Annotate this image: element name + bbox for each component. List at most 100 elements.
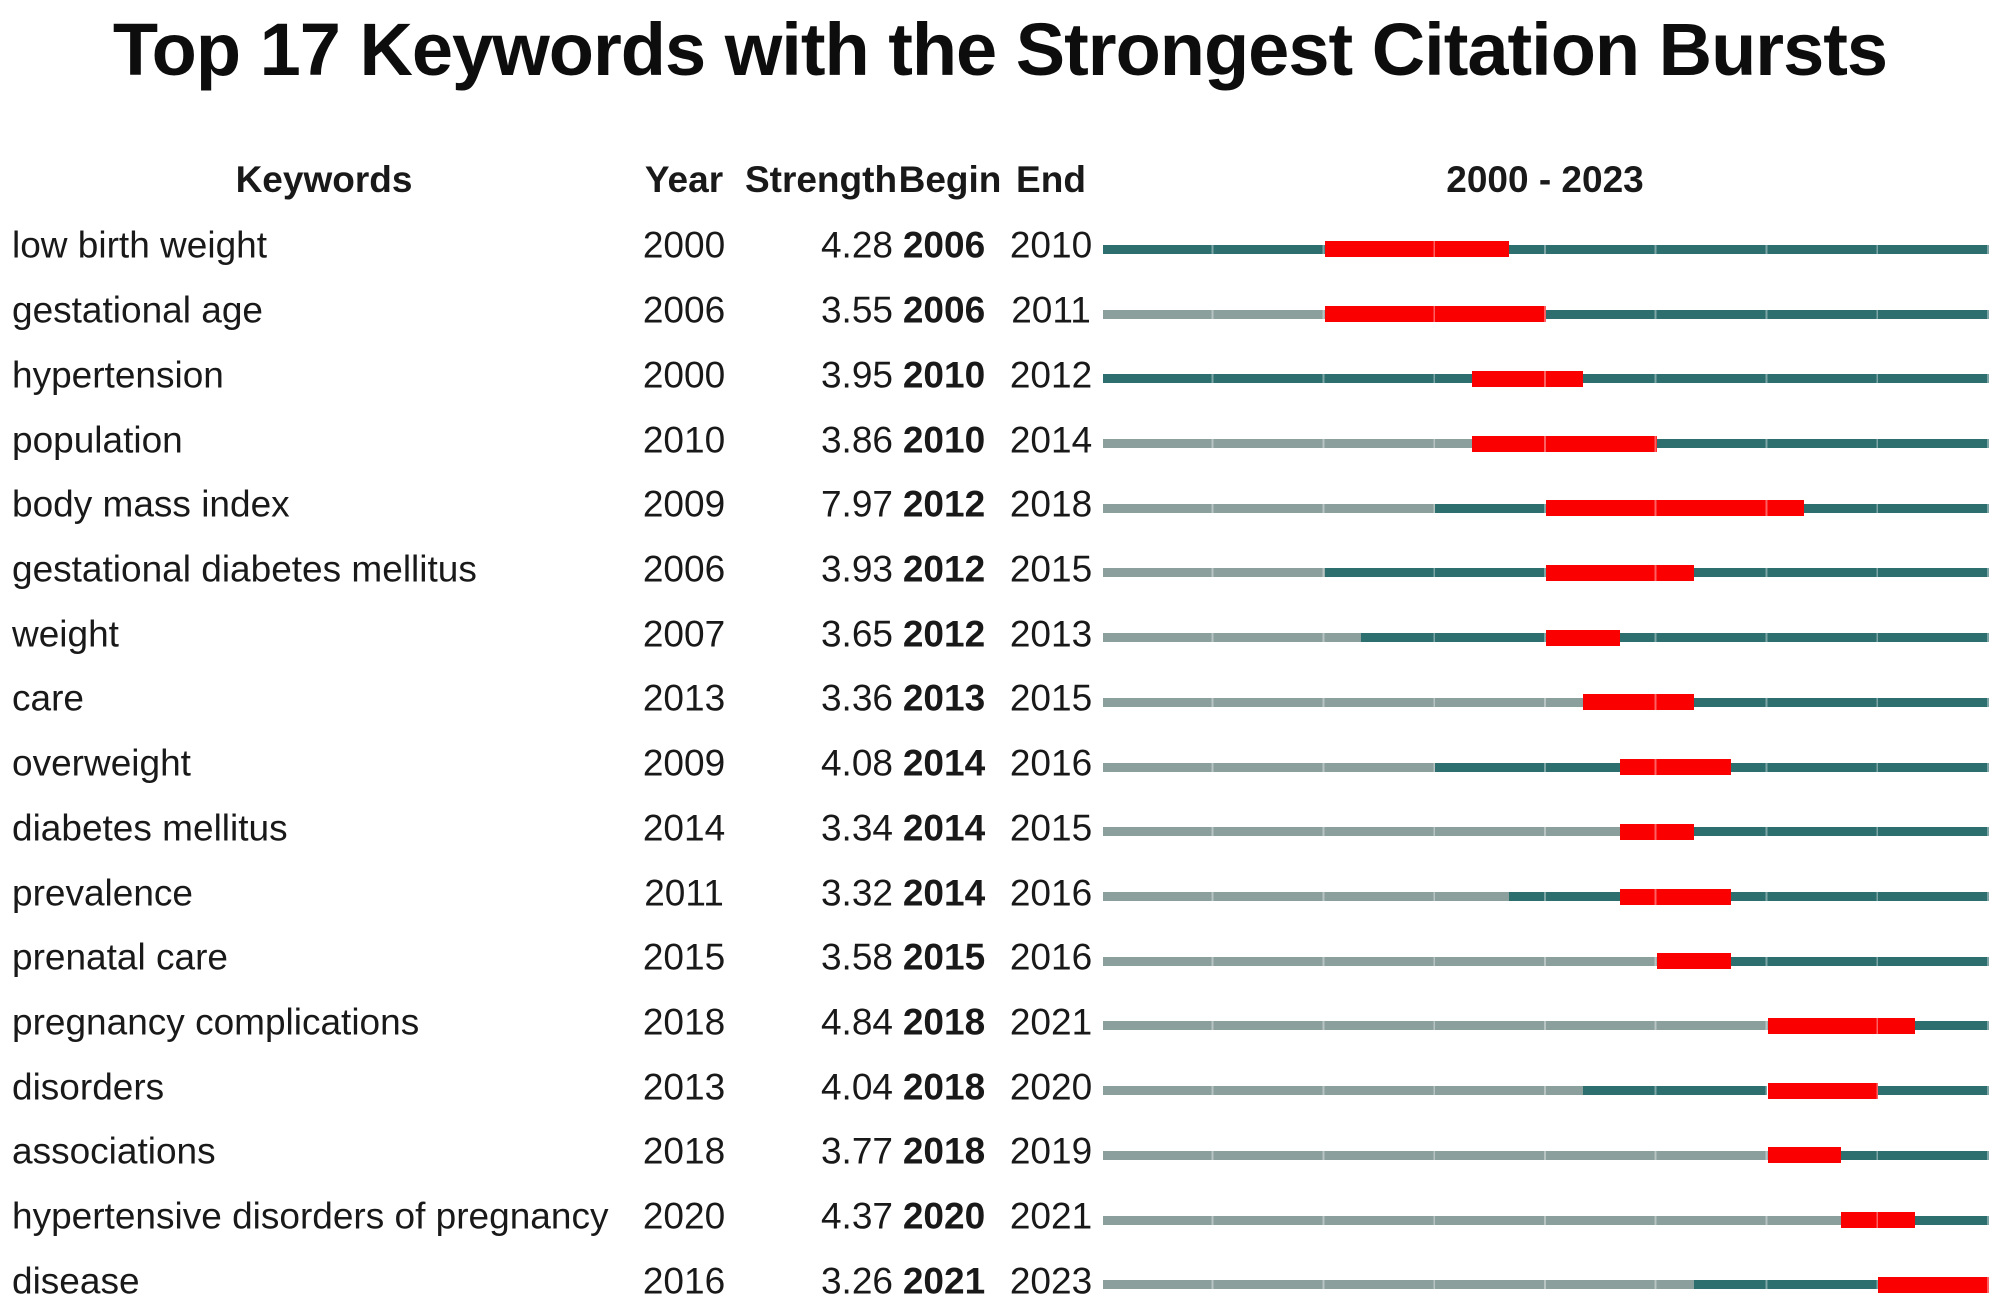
segment-active [1693,568,1989,578]
segment-active [1103,244,1325,254]
table-row: associations 2018 3.77 2018 2019 [0,1120,2000,1185]
end-value: 2016 [1009,742,1093,784]
table-row: hypertension 2000 3.95 2010 2012 [0,343,2000,408]
strength-value: 3.26 [820,1260,893,1302]
burst-timeline-bar [1103,759,1989,776]
begin-value: 2021 [902,1260,986,1302]
column-header-year-range: 2000 - 2023 [1446,159,1644,200]
begin-value: 2015 [902,936,986,978]
burst-timeline-bar [1103,823,1989,840]
burst-timeline-bar [1103,370,1989,387]
segment-active [1546,309,1989,319]
segment-burst [1767,1082,1879,1099]
segment-before-appearance [1103,1086,1583,1096]
segment-before-appearance [1103,309,1325,319]
segment-burst [1472,370,1583,387]
end-value: 2021 [1009,1195,1093,1237]
table-row: diabetes mellitus 2014 3.34 2014 2015 [0,796,2000,861]
segment-burst [1472,435,1657,452]
strength-value: 3.65 [820,613,893,655]
segment-active [1582,374,1989,384]
burst-timeline-bar [1103,241,1989,258]
strength-value: 4.84 [820,1001,893,1043]
column-header-keywords: Keywords [235,159,413,200]
year-value: 2006 [642,548,726,590]
segment-before-appearance [1103,1215,1842,1225]
table-row: body mass index 2009 7.97 2012 2018 [0,473,2000,538]
burst-timeline-bar [1103,435,1989,452]
strength-value: 3.32 [820,872,893,914]
begin-value: 2018 [902,1066,986,1108]
segment-before-appearance [1103,439,1473,449]
strength-value: 4.28 [820,225,893,267]
year-value: 2016 [642,1260,726,1302]
burst-timeline-bar [1103,1082,1989,1099]
table-row: weight 2007 3.65 2012 2013 [0,602,2000,667]
segment-before-appearance [1103,503,1436,513]
end-value: 2013 [1009,613,1093,655]
segment-burst [1878,1276,1989,1293]
segment-active [1656,439,1989,449]
segment-burst [1324,241,1510,258]
end-value: 2010 [1009,225,1093,267]
column-header-strength: Strength [744,159,898,200]
segment-active [1361,633,1546,643]
column-header-begin: Begin [898,159,1002,200]
table-row: hypertensive disorders of pregnancy 2020 4… [0,1185,2000,1250]
table-row: care 2013 3.36 2013 2015 [0,667,2000,732]
segment-active [1103,374,1473,384]
segment-active [1915,1021,1989,1031]
table-row: prenatal care 2015 3.58 2015 2016 [0,926,2000,991]
segment-burst [1841,1212,1916,1229]
keyword-label: weight [12,613,119,655]
chart-title: Top 17 Keywords with the Strongest Citat… [112,8,1888,91]
table-row: low birth weight 2000 4.28 2006 2010 [0,214,2000,279]
segment-burst [1767,1147,1842,1164]
keyword-label: associations [12,1131,216,1173]
segment-before-appearance [1103,827,1620,837]
keyword-label: population [12,419,183,461]
segment-active [1324,568,1546,578]
segment-burst [1546,500,1805,517]
year-value: 2010 [642,419,726,461]
keyword-label: disorders [12,1066,165,1108]
keyword-label: diabetes mellitus [12,807,288,849]
segment-active [1804,503,1989,513]
burst-timeline-bar [1103,500,1989,517]
year-value: 2011 [644,872,724,914]
begin-value: 2018 [902,1131,986,1173]
keyword-label: body mass index [12,483,290,525]
column-header-year: Year [644,159,724,200]
strength-value: 3.58 [820,936,893,978]
segment-active [1693,827,1989,837]
keyword-label: low birth weight [12,225,268,267]
begin-value: 2012 [902,548,986,590]
strength-value: 3.55 [820,289,893,331]
keyword-rows-container: low birth weight 2000 4.28 2006 2010 gestatio… [0,214,2000,1302]
begin-value: 2006 [902,289,986,331]
burst-timeline-bar [1103,888,1989,905]
burst-timeline-bar [1103,629,1989,646]
year-value: 2018 [642,1001,726,1043]
segment-before-appearance [1103,1021,1768,1031]
strength-value: 7.97 [820,483,893,525]
burst-timeline-bar [1103,694,1989,711]
table-row: population 2010 3.86 2010 2014 [0,408,2000,473]
segment-before-appearance [1103,762,1436,772]
year-value: 2020 [642,1195,726,1237]
year-value: 2006 [642,289,726,331]
keyword-label: prevalence [12,872,194,914]
strength-value: 3.77 [820,1131,893,1173]
burst-timeline-bar [1103,1212,1989,1229]
year-value: 2000 [642,354,726,396]
begin-value: 2010 [902,419,986,461]
year-value: 2013 [642,678,726,720]
keyword-label: care [12,678,84,720]
segment-before-appearance [1103,568,1325,578]
table-row: prevalence 2011 3.32 2014 2016 [0,861,2000,926]
segment-before-appearance [1103,892,1510,902]
segment-active [1841,1150,1989,1160]
segment-active [1509,892,1620,902]
segment-burst [1767,1017,1916,1034]
begin-value: 2010 [902,354,986,396]
